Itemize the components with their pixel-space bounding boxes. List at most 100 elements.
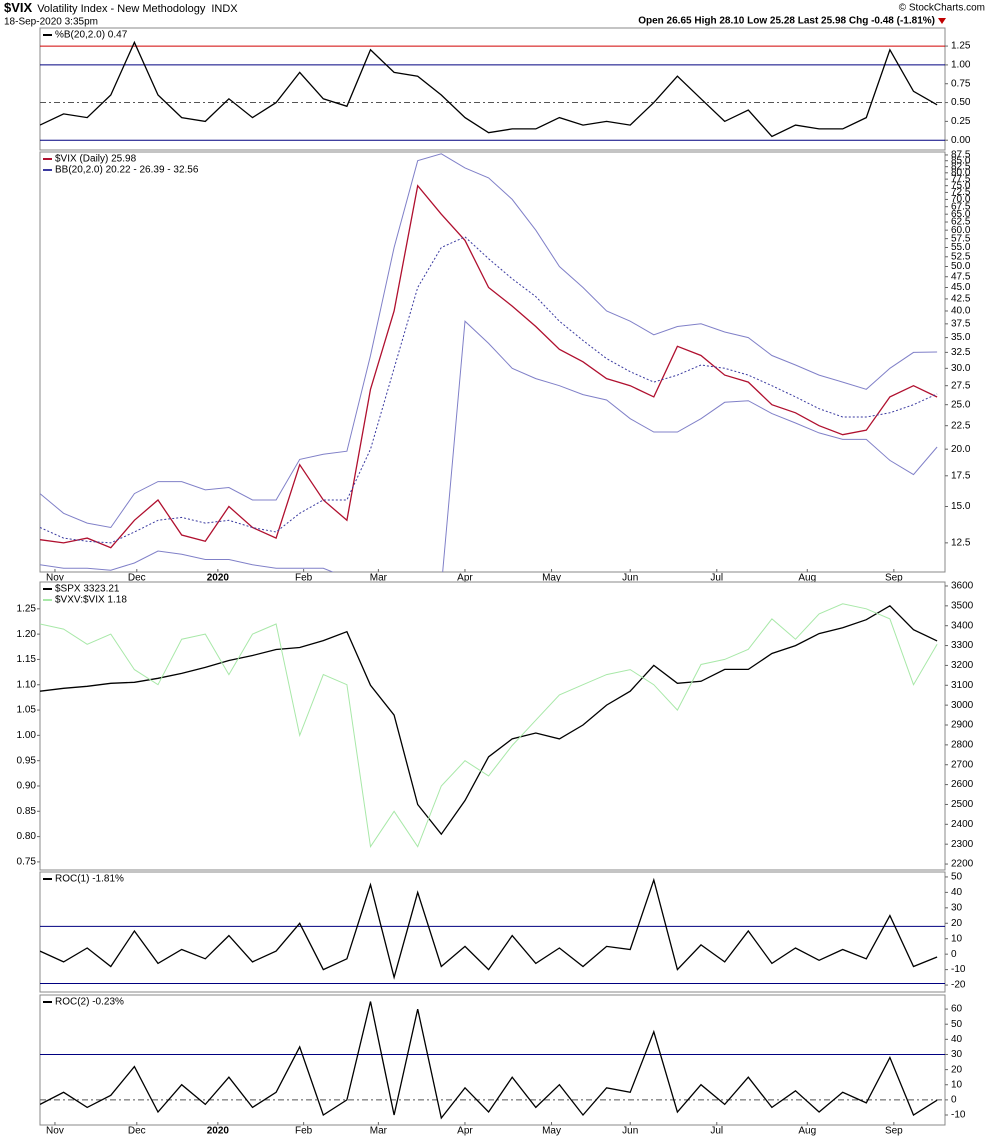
x-tick-label: May xyxy=(542,1126,561,1137)
y-tick-label: 82.5 xyxy=(951,161,971,172)
y-tick-label: 37.5 xyxy=(951,318,971,329)
y-tick-label: 20 xyxy=(951,1064,963,1075)
panel-frame xyxy=(39,994,946,1126)
y-tick-label: 0.95 xyxy=(17,755,37,766)
y2-tick-label: 2300 xyxy=(951,839,974,850)
y-tick-label: 25.0 xyxy=(951,399,971,410)
y-tick-label: 10 xyxy=(951,1079,963,1090)
panel-frame xyxy=(39,871,946,993)
credit: © StockCharts.com xyxy=(899,3,985,14)
y2-tick-label: 3000 xyxy=(951,700,974,711)
y2-tick-label: 3600 xyxy=(951,581,974,592)
y-tick-label: 60.0 xyxy=(951,225,971,236)
y-tick-label: 1.15 xyxy=(17,654,37,665)
y-tick-label: 45.0 xyxy=(951,282,971,293)
y-tick-label: 0.75 xyxy=(951,78,971,89)
y-tick-label: 0.00 xyxy=(951,135,971,146)
symbol: $VIX xyxy=(4,0,33,15)
y2-tick-label: 2400 xyxy=(951,819,974,830)
x-tick-label: Feb xyxy=(295,1126,313,1137)
x-tick-label: Sep xyxy=(885,1126,903,1137)
y-tick-label: 70.0 xyxy=(951,194,971,205)
x-tick-label: Mar xyxy=(370,573,388,584)
series-line xyxy=(40,184,938,549)
quote: Open 26.65 High 28.10 Low 25.28 Last 25.… xyxy=(638,16,935,27)
series-line xyxy=(40,604,938,836)
y-tick-label: 67.5 xyxy=(951,201,971,212)
y-tick-label: 0 xyxy=(951,949,957,960)
y-tick-label: 17.5 xyxy=(951,470,971,481)
y-tick-label: 0.85 xyxy=(17,806,37,817)
y-tick-label: 57.5 xyxy=(951,233,971,244)
y-tick-label: 50.0 xyxy=(951,261,971,272)
y-tick-label: 52.5 xyxy=(951,251,971,262)
series-line xyxy=(40,153,938,529)
y-tick-label: 0.75 xyxy=(17,857,37,868)
y-tick-label: -10 xyxy=(951,1110,966,1121)
y-tick-label: 1.25 xyxy=(951,41,971,52)
x-tick-label: Jul xyxy=(710,573,723,584)
y-tick-label: -20 xyxy=(951,980,966,991)
y-tick-label: 0.50 xyxy=(951,97,971,108)
plot-area xyxy=(40,153,938,572)
y-tick-label: 62.5 xyxy=(951,217,971,228)
y-tick-label: 0.90 xyxy=(17,781,37,792)
y-tick-label: 60 xyxy=(951,1004,963,1015)
x-tick-label: Nov xyxy=(46,1126,64,1137)
exchange: INDX xyxy=(211,3,238,15)
y2-tick-label: 3300 xyxy=(951,640,974,651)
x-tick-label: Feb xyxy=(295,573,313,584)
y2-tick-label: 2800 xyxy=(951,740,974,751)
y2-tick-label: 2600 xyxy=(951,779,974,790)
x-tick-label: Jun xyxy=(622,1126,638,1137)
y-tick-label: 30 xyxy=(951,902,963,913)
y-tick-label: 1.00 xyxy=(951,60,971,71)
x-tick-label: Sep xyxy=(885,573,903,584)
panel-frame xyxy=(39,151,946,573)
y-tick-label: 55.0 xyxy=(951,242,971,253)
y-tick-label: 77.5 xyxy=(951,174,971,185)
plot-area xyxy=(40,603,938,849)
x-tick-label: Jun xyxy=(622,573,638,584)
header-title: $VIX Volatility Index - New Methodology IN… xyxy=(4,0,238,15)
y2-tick-label: 2900 xyxy=(951,720,974,731)
index-name: Volatility Index - New Methodology xyxy=(37,3,206,15)
plot-area xyxy=(40,1001,945,1120)
legend-label: ROC(1) -1.81% xyxy=(55,874,124,885)
y-tick-label: 20 xyxy=(951,918,963,929)
y-tick-label: 15.0 xyxy=(951,501,971,512)
y2-tick-label: 3400 xyxy=(951,620,974,631)
y-tick-label: 10 xyxy=(951,933,963,944)
y-tick-label: 87.5 xyxy=(951,150,971,161)
y-tick-label: 0 xyxy=(951,1095,957,1106)
legend-label: $VXV:$VIX 1.18 xyxy=(55,595,127,606)
y2-tick-label: 2500 xyxy=(951,799,974,810)
legend-label: %B(20,2.0) 0.47 xyxy=(55,30,128,41)
y-tick-label: 40 xyxy=(951,1034,963,1045)
x-tick-label: Jul xyxy=(710,1126,723,1137)
y-tick-label: 1.25 xyxy=(17,603,37,614)
y-tick-label: 30 xyxy=(951,1049,963,1060)
x-tick-label: Aug xyxy=(798,573,816,584)
panel-frame xyxy=(39,581,946,871)
y-tick-label: 27.5 xyxy=(951,380,971,391)
x-tick-label: Mar xyxy=(370,1126,388,1137)
y2-tick-label: 2200 xyxy=(951,859,974,870)
plot-area xyxy=(40,40,945,141)
y2-tick-label: 3500 xyxy=(951,600,974,611)
y-tick-label: 65.0 xyxy=(951,209,971,220)
y-tick-label: 0.25 xyxy=(951,116,971,127)
series-line xyxy=(40,320,938,572)
y-tick-label: 1.20 xyxy=(17,629,37,640)
y-tick-label: 12.5 xyxy=(951,537,971,548)
y-tick-label: 20.0 xyxy=(951,444,971,455)
y2-tick-label: 3100 xyxy=(951,680,974,691)
y-tick-label: 30.0 xyxy=(951,363,971,374)
legend-label: ROC(2) -0.23% xyxy=(55,997,124,1008)
y-tick-label: 1.10 xyxy=(17,679,37,690)
y-tick-label: -10 xyxy=(951,964,966,975)
x-tick-label: 2020 xyxy=(207,573,230,584)
x-tick-label: Apr xyxy=(457,573,473,584)
y-tick-label: 50 xyxy=(951,1019,963,1030)
series-line xyxy=(40,236,938,544)
